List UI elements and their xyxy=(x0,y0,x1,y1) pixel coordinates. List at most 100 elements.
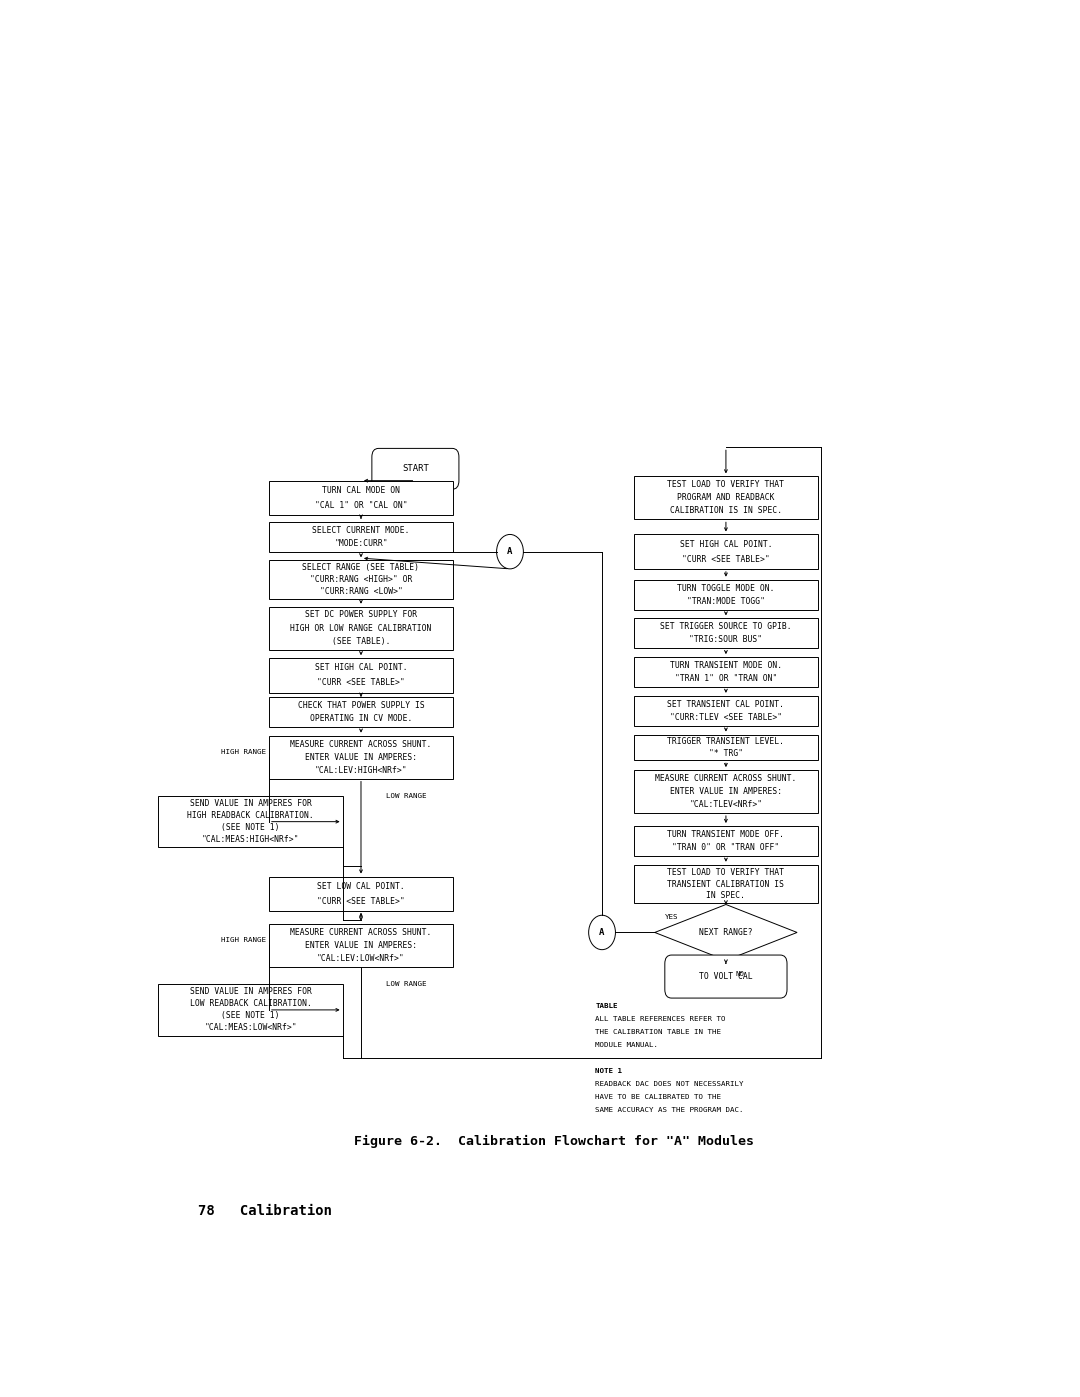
Text: SET TRIGGER SOURCE TO GPIB.: SET TRIGGER SOURCE TO GPIB. xyxy=(660,623,792,631)
Text: "CURR:RANG <HIGH>" OR: "CURR:RANG <HIGH>" OR xyxy=(310,576,413,584)
Text: LOW RANGE: LOW RANGE xyxy=(387,981,427,988)
FancyBboxPatch shape xyxy=(269,923,454,967)
FancyBboxPatch shape xyxy=(269,697,454,726)
FancyBboxPatch shape xyxy=(159,796,342,848)
Text: "TRAN 0" OR "TRAN OFF": "TRAN 0" OR "TRAN OFF" xyxy=(672,842,780,852)
Text: SAME ACCURACY AS THE PROGRAM DAC.: SAME ACCURACY AS THE PROGRAM DAC. xyxy=(595,1106,744,1113)
Text: LOW RANGE: LOW RANGE xyxy=(387,793,427,799)
FancyBboxPatch shape xyxy=(269,658,454,693)
Text: SET HIGH CAL POINT.: SET HIGH CAL POINT. xyxy=(679,539,772,549)
Text: "TRAN 1" OR "TRAN ON": "TRAN 1" OR "TRAN ON" xyxy=(675,675,778,683)
Text: MEASURE CURRENT ACROSS SHUNT.: MEASURE CURRENT ACROSS SHUNT. xyxy=(291,739,432,749)
Circle shape xyxy=(589,915,616,950)
Text: "TRIG:SOUR BUS": "TRIG:SOUR BUS" xyxy=(689,636,762,644)
Text: "* TRG": "* TRG" xyxy=(708,749,743,757)
Text: "CAL:LEV:LOW<NRf>": "CAL:LEV:LOW<NRf>" xyxy=(318,954,405,963)
Text: CALIBRATION IS IN SPEC.: CALIBRATION IS IN SPEC. xyxy=(670,507,782,515)
Text: NO: NO xyxy=(735,971,745,977)
FancyBboxPatch shape xyxy=(665,956,787,997)
Text: "CAL:TLEV<NRf>": "CAL:TLEV<NRf>" xyxy=(689,800,762,809)
Text: NOTE 1: NOTE 1 xyxy=(595,1067,622,1074)
Text: "CAL 1" OR "CAL ON": "CAL 1" OR "CAL ON" xyxy=(314,502,407,510)
FancyBboxPatch shape xyxy=(634,826,818,856)
Text: READBACK DAC DOES NOT NECESSARILY: READBACK DAC DOES NOT NECESSARILY xyxy=(595,1081,744,1087)
FancyBboxPatch shape xyxy=(269,481,454,515)
Text: "CURR <SEE TABLE>": "CURR <SEE TABLE>" xyxy=(318,897,405,905)
FancyBboxPatch shape xyxy=(634,770,818,813)
Text: SET LOW CAL POINT.: SET LOW CAL POINT. xyxy=(318,882,405,891)
Text: HIGH READBACK CALIBRATION.: HIGH READBACK CALIBRATION. xyxy=(187,812,314,820)
Text: LOW READBACK CALIBRATION.: LOW READBACK CALIBRATION. xyxy=(190,999,311,1009)
Text: MEASURE CURRENT ACROSS SHUNT.: MEASURE CURRENT ACROSS SHUNT. xyxy=(656,774,797,782)
Text: CHECK THAT POWER SUPPLY IS: CHECK THAT POWER SUPPLY IS xyxy=(298,701,424,710)
Text: "CURR <SEE TABLE>": "CURR <SEE TABLE>" xyxy=(683,555,770,563)
Text: TRIGGER TRANSIENT LEVEL.: TRIGGER TRANSIENT LEVEL. xyxy=(667,738,784,746)
Text: SEND VALUE IN AMPERES FOR: SEND VALUE IN AMPERES FOR xyxy=(190,988,311,996)
Text: (SEE TABLE).: (SEE TABLE). xyxy=(332,637,390,645)
Text: SEND VALUE IN AMPERES FOR: SEND VALUE IN AMPERES FOR xyxy=(190,799,311,807)
FancyBboxPatch shape xyxy=(634,535,818,569)
FancyBboxPatch shape xyxy=(634,580,818,609)
Text: PROGRAM AND READBACK: PROGRAM AND READBACK xyxy=(677,493,774,503)
Text: "CAL:LEV:HIGH<NRf>": "CAL:LEV:HIGH<NRf>" xyxy=(314,766,407,775)
FancyBboxPatch shape xyxy=(159,983,342,1035)
FancyBboxPatch shape xyxy=(634,657,818,687)
Text: ALL TABLE REFERENCES REFER TO: ALL TABLE REFERENCES REFER TO xyxy=(595,1017,726,1023)
FancyBboxPatch shape xyxy=(634,619,818,648)
Text: TO VOLT CAL: TO VOLT CAL xyxy=(699,972,753,981)
FancyBboxPatch shape xyxy=(372,448,459,489)
FancyBboxPatch shape xyxy=(269,876,454,911)
Text: "MODE:CURR": "MODE:CURR" xyxy=(334,539,388,548)
Text: MODULE MANUAL.: MODULE MANUAL. xyxy=(595,1042,659,1048)
Text: (SEE NOTE 1): (SEE NOTE 1) xyxy=(221,1011,280,1020)
Text: START: START xyxy=(402,464,429,474)
Polygon shape xyxy=(654,904,797,960)
Text: SET TRANSIENT CAL POINT.: SET TRANSIENT CAL POINT. xyxy=(667,700,784,708)
Text: "CAL:MEAS:LOW<NRf>": "CAL:MEAS:LOW<NRf>" xyxy=(204,1024,297,1032)
FancyBboxPatch shape xyxy=(634,865,818,904)
Text: TABLE: TABLE xyxy=(595,1003,618,1010)
Text: "CAL:MEAS:HIGH<NRf>": "CAL:MEAS:HIGH<NRf>" xyxy=(202,835,299,844)
Text: HIGH RANGE: HIGH RANGE xyxy=(220,749,266,754)
FancyBboxPatch shape xyxy=(269,736,454,778)
Text: A: A xyxy=(599,928,605,937)
Text: A: A xyxy=(508,548,513,556)
Text: TURN TOGGLE MODE ON.: TURN TOGGLE MODE ON. xyxy=(677,584,774,592)
Text: OPERATING IN CV MODE.: OPERATING IN CV MODE. xyxy=(310,714,413,724)
Text: "TRAN:MODE TOGG": "TRAN:MODE TOGG" xyxy=(687,597,765,606)
Text: (SEE NOTE 1): (SEE NOTE 1) xyxy=(221,823,280,833)
FancyBboxPatch shape xyxy=(269,521,454,552)
Text: "CURR:TLEV <SEE TABLE>": "CURR:TLEV <SEE TABLE>" xyxy=(670,712,782,722)
Text: TRANSIENT CALIBRATION IS: TRANSIENT CALIBRATION IS xyxy=(667,880,784,888)
Text: HIGH RANGE: HIGH RANGE xyxy=(220,937,266,943)
Text: Figure 6-2.  Calibration Flowchart for "A" Modules: Figure 6-2. Calibration Flowchart for "A… xyxy=(353,1134,754,1148)
Text: "CURR:RANG <LOW>": "CURR:RANG <LOW>" xyxy=(320,587,403,597)
Text: THE CALIBRATION TABLE IN THE: THE CALIBRATION TABLE IN THE xyxy=(595,1030,721,1035)
Text: HIGH OR LOW RANGE CALIBRATION: HIGH OR LOW RANGE CALIBRATION xyxy=(291,623,432,633)
Text: TURN TRANSIENT MODE OFF.: TURN TRANSIENT MODE OFF. xyxy=(667,830,784,840)
Text: ENTER VALUE IN AMPERES:: ENTER VALUE IN AMPERES: xyxy=(305,940,417,950)
Text: NEXT RANGE?: NEXT RANGE? xyxy=(699,928,753,937)
Text: HAVE TO BE CALIBRATED TO THE: HAVE TO BE CALIBRATED TO THE xyxy=(595,1094,721,1099)
FancyBboxPatch shape xyxy=(634,476,818,520)
Text: YES: YES xyxy=(665,914,678,919)
FancyBboxPatch shape xyxy=(269,560,454,599)
FancyBboxPatch shape xyxy=(634,696,818,726)
FancyBboxPatch shape xyxy=(269,606,454,650)
Text: TURN CAL MODE ON: TURN CAL MODE ON xyxy=(322,486,400,495)
Text: TURN TRANSIENT MODE ON.: TURN TRANSIENT MODE ON. xyxy=(670,661,782,671)
Text: "CURR <SEE TABLE>": "CURR <SEE TABLE>" xyxy=(318,679,405,687)
Text: SELECT RANGE (SEE TABLE): SELECT RANGE (SEE TABLE) xyxy=(302,563,419,573)
Text: MEASURE CURRENT ACROSS SHUNT.: MEASURE CURRENT ACROSS SHUNT. xyxy=(291,928,432,937)
FancyBboxPatch shape xyxy=(634,735,818,760)
Text: SET HIGH CAL POINT.: SET HIGH CAL POINT. xyxy=(314,664,407,672)
Text: TEST LOAD TO VERIFY THAT: TEST LOAD TO VERIFY THAT xyxy=(667,868,784,877)
Text: 78   Calibration: 78 Calibration xyxy=(198,1204,332,1218)
Text: SET DC POWER SUPPLY FOR: SET DC POWER SUPPLY FOR xyxy=(305,610,417,619)
Text: TEST LOAD TO VERIFY THAT: TEST LOAD TO VERIFY THAT xyxy=(667,481,784,489)
Text: ENTER VALUE IN AMPERES:: ENTER VALUE IN AMPERES: xyxy=(305,753,417,761)
Text: SELECT CURRENT MODE.: SELECT CURRENT MODE. xyxy=(312,525,409,535)
Text: IN SPEC.: IN SPEC. xyxy=(706,891,745,900)
Text: ENTER VALUE IN AMPERES:: ENTER VALUE IN AMPERES: xyxy=(670,787,782,796)
Circle shape xyxy=(497,535,524,569)
